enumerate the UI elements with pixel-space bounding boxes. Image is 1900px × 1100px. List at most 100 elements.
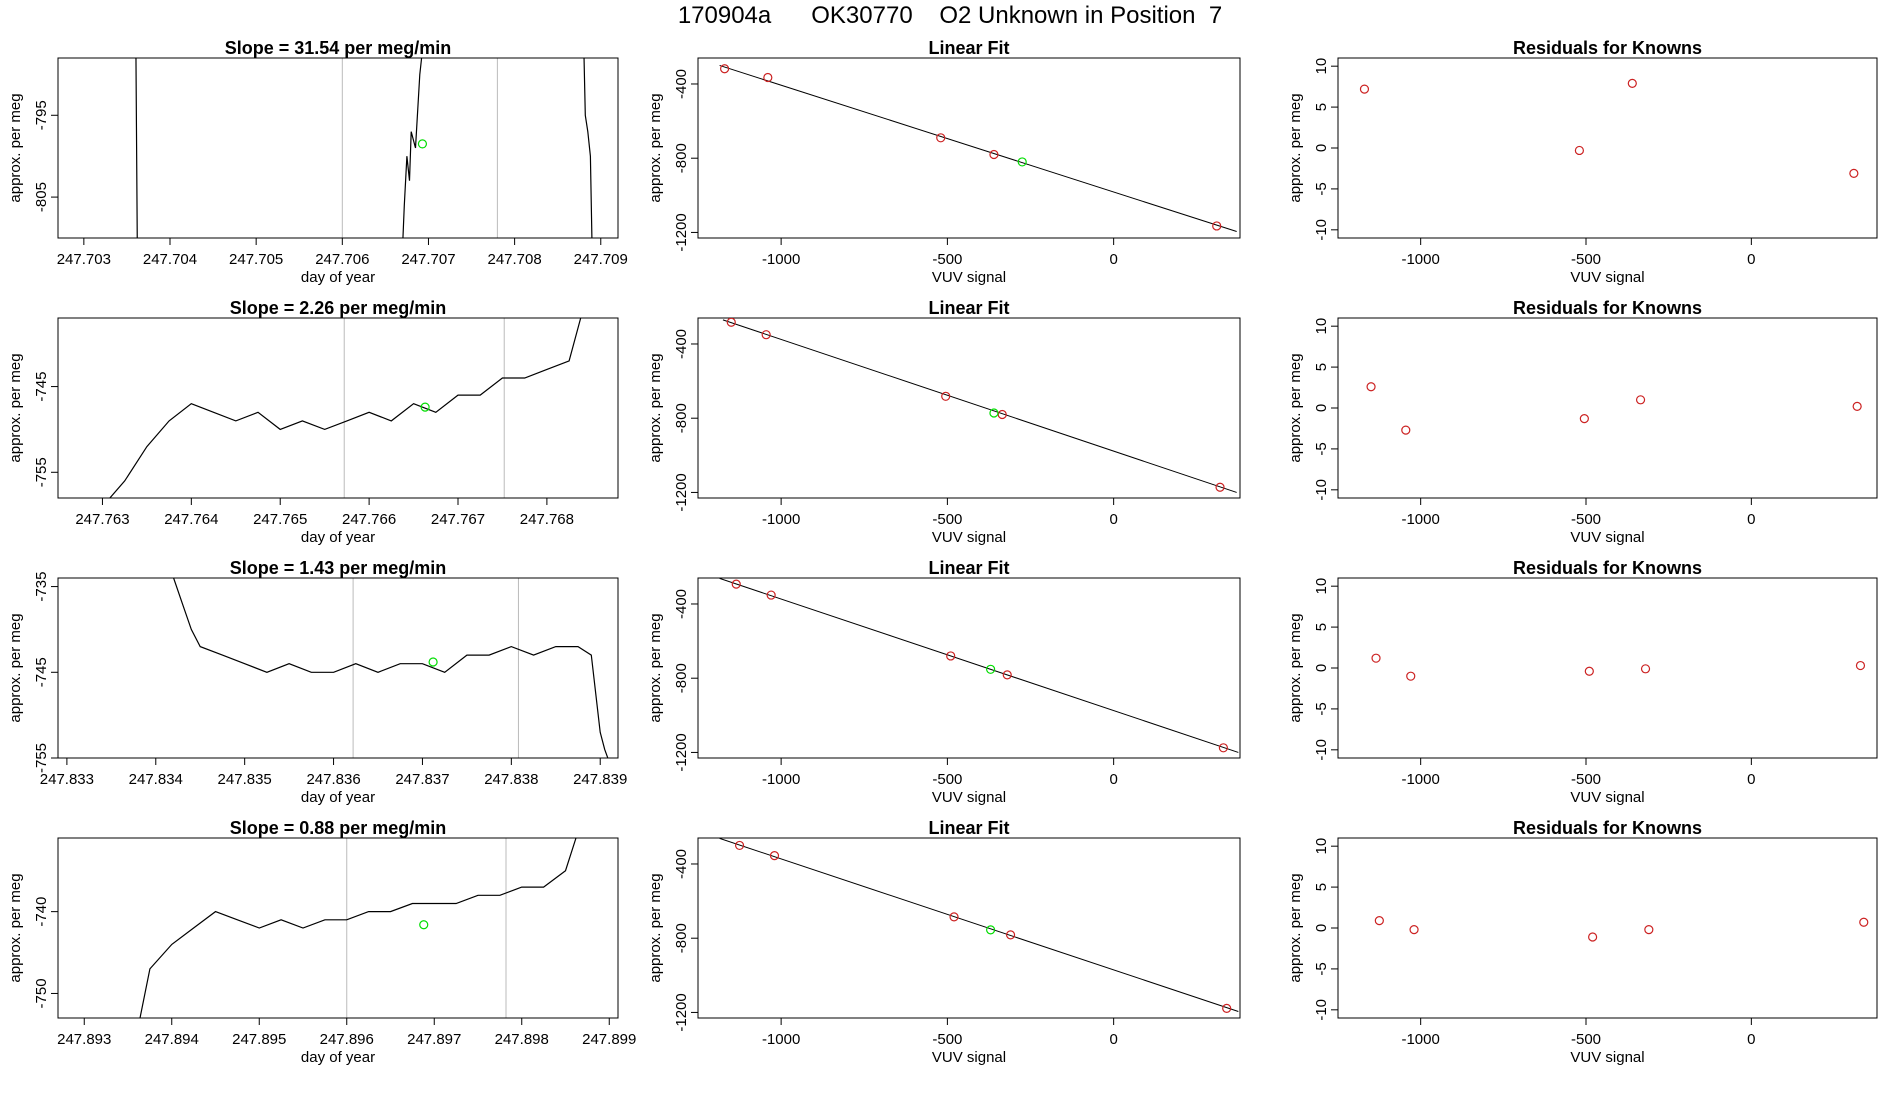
known-point — [1222, 1003, 1232, 1013]
y-axis-label: approx. per meg — [1287, 873, 1304, 982]
known-point — [720, 64, 730, 74]
y-axis-label: approx. per meg — [1287, 353, 1304, 462]
y-tick-label: 5 — [1313, 363, 1330, 371]
y-tick-label: -750 — [33, 978, 50, 1008]
x-tick-label: 247.703 — [57, 251, 111, 268]
plot-area — [139, 838, 577, 1018]
known-point — [731, 579, 741, 589]
plot-area — [1374, 916, 1869, 942]
chart-title: Linear Fit — [928, 818, 1009, 838]
x-tick-label: -1000 — [762, 251, 800, 268]
chart-title: Slope = 1.43 per meg/min — [230, 558, 447, 578]
x-tick-label: -500 — [1571, 251, 1601, 268]
x-axis-label: day of year — [301, 1049, 375, 1066]
y-tick-label: 5 — [1313, 883, 1330, 891]
y-tick-label: -740 — [33, 897, 50, 927]
fit-line — [719, 578, 1239, 753]
unknown-point — [986, 925, 996, 935]
plot-area — [719, 64, 1237, 232]
y-tick-label: -745 — [33, 657, 50, 687]
x-axis-label: day of year — [301, 789, 375, 806]
known-point — [989, 149, 999, 160]
residual-point — [1849, 168, 1859, 178]
linear_fit-panel-1: Linear Fit -1000 -500 0 -400 -800 -1200 VUV sig… — [647, 298, 1241, 546]
timeseries-panel-0: Slope = 31.54 per meg/min 247.703 247.704 2… — [7, 38, 628, 286]
y-tick-label: -800 — [673, 923, 690, 953]
plot-area — [1371, 653, 1866, 681]
x-tick-label: 247.706 — [315, 251, 369, 268]
y-tick-label: 5 — [1313, 103, 1330, 111]
y-axis-label: approx. per meg — [1287, 93, 1304, 202]
plot-frame — [697, 317, 1241, 499]
x-tick-label: 247.837 — [395, 771, 449, 788]
y-tick-label: -800 — [673, 663, 690, 693]
plot-frame — [1337, 837, 1878, 1019]
x-tick-label: 247.839 — [573, 771, 627, 788]
plot-area — [135, 58, 593, 238]
residuals-panel-3: Residuals for Knowns -1000 -500 0 10 5 0 -5 -10 V… — [1287, 818, 1878, 1066]
x-tick-label: 247.765 — [253, 511, 307, 528]
x-tick-label: 247.836 — [306, 771, 360, 788]
x-tick-label: -1000 — [1401, 771, 1439, 788]
x-tick-label: 247.767 — [431, 511, 485, 528]
x-tick-label: 247.898 — [495, 1031, 549, 1048]
y-axis-label: approx. per meg — [7, 873, 24, 982]
residual-point — [1401, 425, 1411, 435]
series-line — [139, 838, 577, 1018]
y-tick-label: 10 — [1313, 318, 1330, 335]
residual-point — [1574, 145, 1584, 156]
plot-area — [722, 318, 1237, 493]
y-axis-label: approx. per meg — [647, 353, 664, 462]
known-point — [941, 391, 951, 401]
y-tick-label: 10 — [1313, 58, 1330, 75]
x-axis-label: VUV signal — [1570, 269, 1644, 286]
known-point — [1212, 221, 1222, 231]
chart-title: Linear Fit — [928, 558, 1009, 578]
known-point — [946, 651, 956, 661]
x-tick-label: 247.899 — [582, 1031, 636, 1048]
residual-point — [1359, 84, 1370, 94]
series-line — [135, 58, 593, 238]
y-tick-label: 0 — [1313, 664, 1330, 672]
y-axis-label: approx. per meg — [7, 93, 24, 202]
chart-title: Linear Fit — [928, 298, 1009, 318]
residual-point — [1627, 78, 1637, 88]
plot-area — [719, 578, 1239, 753]
x-tick-label: 247.709 — [574, 251, 628, 268]
chart-title: Residuals for Knowns — [1513, 558, 1702, 578]
y-axis-label: approx. per meg — [647, 613, 664, 722]
plot-frame — [57, 317, 619, 499]
y-tick-label: -5 — [1313, 182, 1330, 195]
y-tick-label: -1200 — [673, 213, 690, 251]
x-tick-label: -500 — [1571, 771, 1601, 788]
x-tick-label: 0 — [1109, 1031, 1117, 1048]
x-axis-label: VUV signal — [1570, 1049, 1644, 1066]
residual-point — [1588, 932, 1598, 942]
known-point — [769, 851, 780, 861]
page-title: 170904a OK30770 O2 Unknown in Position 7 — [677, 2, 1223, 29]
residual-point — [1371, 653, 1381, 663]
known-point — [766, 590, 776, 600]
x-tick-label: 0 — [1109, 511, 1117, 528]
x-tick-label: 247.894 — [145, 1031, 199, 1048]
x-tick-label: 247.835 — [218, 771, 272, 788]
x-tick-label: -500 — [932, 771, 962, 788]
x-tick-label: 0 — [1747, 771, 1755, 788]
x-tick-label: 247.763 — [75, 511, 129, 528]
x-tick-label: 247.838 — [484, 771, 538, 788]
plot-frame — [1337, 317, 1878, 499]
residual-point — [1406, 671, 1416, 681]
y-tick-label: -10 — [1313, 219, 1330, 241]
y-tick-label: -1200 — [673, 473, 690, 511]
residual-point — [1635, 395, 1646, 405]
x-tick-label: 247.893 — [57, 1031, 111, 1048]
y-tick-label: -800 — [673, 403, 690, 433]
x-tick-label: 247.764 — [164, 511, 218, 528]
residual-point — [1584, 666, 1594, 676]
x-axis-label: VUV signal — [932, 269, 1006, 286]
x-tick-label: 247.897 — [407, 1031, 461, 1048]
residual-point — [1859, 917, 1869, 927]
y-tick-label: -1200 — [673, 733, 690, 771]
plot-frame — [697, 577, 1241, 759]
